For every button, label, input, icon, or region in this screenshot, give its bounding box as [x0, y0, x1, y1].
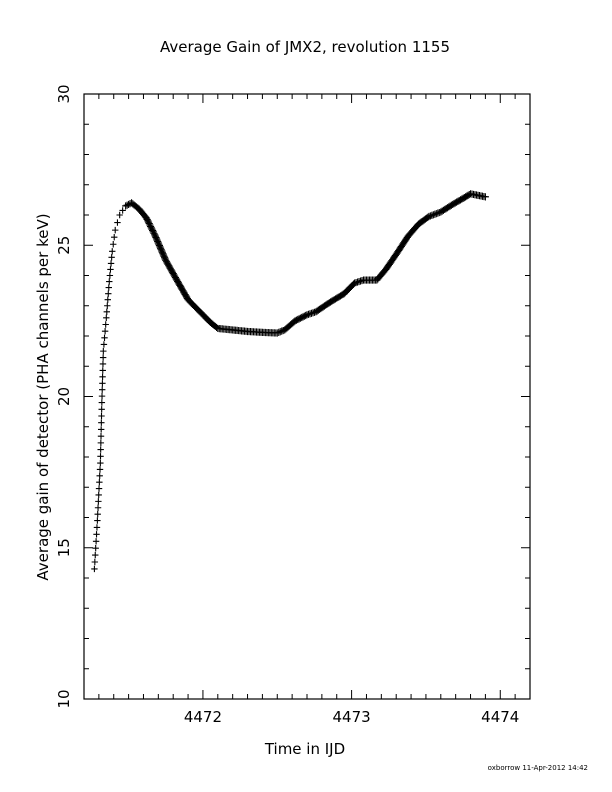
data-point: [99, 386, 106, 393]
data-point: [119, 207, 126, 214]
chart-title: Average Gain of JMX2, revolution 1155: [160, 38, 450, 56]
data-point: [100, 341, 108, 348]
data-point: [432, 210, 440, 218]
data-point: [99, 354, 107, 361]
y-axis-label: Average gain of detector (PHA channels p…: [34, 213, 52, 580]
data-point: [99, 360, 107, 368]
data-point: [426, 212, 434, 220]
data-point: [93, 531, 100, 538]
data-point: [105, 284, 112, 291]
axis-tick-labels: 10 15 20 25 30 4472 4473 4474: [55, 84, 519, 726]
data-point: [101, 327, 109, 335]
data-point: [94, 517, 101, 524]
data-point: [91, 565, 98, 573]
data-point: [95, 498, 102, 505]
data-point: [122, 202, 130, 210]
data-point: [102, 321, 109, 328]
data-point: [94, 510, 101, 518]
data-point: [95, 485, 103, 492]
data-point: [434, 209, 442, 217]
axis-ticks: [83, 93, 531, 700]
data-point: [109, 248, 116, 255]
data-point: [97, 426, 105, 433]
data-point: [91, 558, 99, 566]
data-point: [114, 219, 121, 226]
data-point: [123, 201, 131, 209]
y-tick-label: 10: [55, 689, 73, 708]
data-point: [99, 367, 106, 374]
x-tick-label: 4472: [184, 708, 222, 726]
y-tick-label: 15: [55, 538, 73, 557]
data-point: [93, 524, 101, 531]
data-point: [98, 412, 105, 420]
data-point: [105, 290, 112, 297]
data-point: [116, 211, 123, 219]
data-point: [103, 308, 110, 315]
data-point: [99, 380, 106, 387]
plot-frame: [83, 93, 531, 700]
data-point: [96, 466, 104, 473]
x-axis-label: Time in IJD: [264, 740, 345, 758]
data-point: [104, 296, 111, 303]
data-point: [275, 328, 283, 336]
data-point: [278, 327, 286, 335]
y-tick-label: 20: [55, 387, 73, 406]
data-point: [481, 193, 489, 201]
data-point: [106, 272, 114, 279]
data-point: [108, 254, 115, 261]
data-point: [425, 212, 433, 221]
data-point: [107, 260, 115, 267]
y-tick-label: 25: [55, 236, 73, 255]
data-point: [107, 266, 114, 273]
data-point: [104, 302, 111, 309]
data-point: [431, 210, 439, 218]
y-tick-label: 30: [55, 84, 73, 103]
data-point: [92, 544, 99, 552]
data-point: [98, 399, 106, 406]
footer-stamp: oxborrow 11-Apr-2012 14:42: [488, 764, 588, 772]
data-point: [94, 504, 102, 511]
data-point: [110, 241, 117, 248]
data-point: [111, 233, 118, 241]
data-point: [101, 334, 108, 342]
x-tick-label: 4473: [333, 708, 371, 726]
data-point: [106, 278, 113, 285]
data-point: [97, 453, 104, 460]
data-point: [100, 347, 107, 355]
data-point: [103, 314, 110, 322]
data-point: [429, 211, 437, 219]
x-tick-label: 4474: [481, 708, 519, 726]
data-point: [95, 491, 102, 499]
data-point: [92, 538, 100, 545]
data-point: [96, 479, 103, 486]
data-point: [96, 472, 103, 480]
data-point: [97, 459, 104, 467]
data-point: [92, 551, 99, 559]
data-point: [276, 328, 284, 336]
data-point: [98, 392, 106, 400]
data-point: [97, 432, 105, 440]
data-point: [98, 406, 105, 413]
data-point: [99, 373, 106, 381]
data-point: [97, 439, 105, 447]
data-point: [112, 226, 119, 234]
data-point: [273, 329, 281, 337]
data-point: [97, 446, 104, 453]
data-point: [428, 211, 436, 219]
data-point: [98, 419, 105, 426]
data-points: [91, 190, 489, 573]
